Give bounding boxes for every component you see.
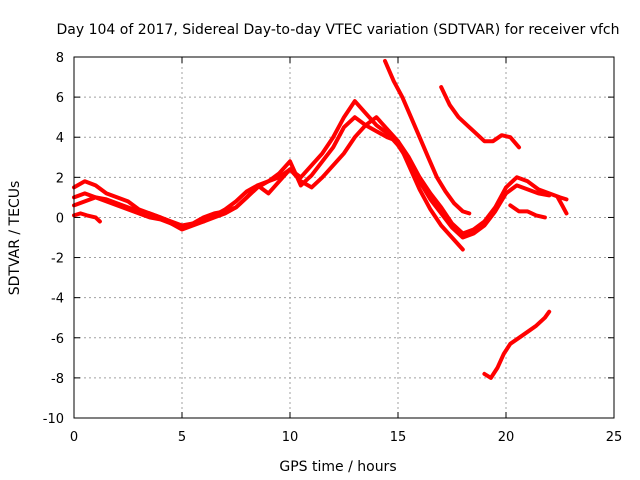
series-line-track-9 — [482, 309, 552, 380]
series-line-track-7 — [508, 203, 547, 220]
y-tick-label: -6 — [51, 332, 64, 347]
series-line-track-8 — [555, 195, 569, 216]
axis-ticks: 0 5 10 15 20 25 -10 -8 -6 -4 -2 0 2 4 6 8 — [43, 51, 623, 445]
y-tick-label: -10 — [43, 412, 64, 427]
x-tick-label: 15 — [390, 430, 407, 445]
grid-lines — [74, 57, 614, 418]
y-tick-label: 6 — [56, 91, 64, 106]
series-line-track-6 — [439, 85, 521, 150]
plot-frame — [73, 56, 615, 419]
y-tick-label: 8 — [56, 51, 64, 66]
series-line-track-4 — [72, 211, 102, 224]
series-line-track-5 — [383, 59, 472, 216]
x-axis-label: GPS time / hours — [279, 459, 396, 475]
x-tick-label: 5 — [178, 430, 186, 445]
y-tick-label: 4 — [56, 131, 64, 146]
x-tick-label: 20 — [498, 430, 515, 445]
series-line-track-3 — [72, 115, 465, 252]
x-tick-label: 0 — [70, 430, 78, 445]
y-axis-label: SDTVAR / TECUs — [7, 181, 23, 296]
y-tick-label: -2 — [51, 252, 64, 267]
series-line-track-2 — [72, 99, 552, 240]
y-tick-label: -8 — [51, 372, 64, 387]
x-tick-label: 25 — [606, 430, 623, 445]
data-series — [72, 59, 569, 380]
y-tick-label: 2 — [56, 171, 64, 186]
chart-title: Day 104 of 2017, Sidereal Day-to-day VTE… — [56, 22, 619, 38]
y-tick-label: -4 — [51, 292, 64, 307]
x-tick-label: 10 — [282, 430, 299, 445]
y-tick-label: 0 — [56, 211, 64, 226]
